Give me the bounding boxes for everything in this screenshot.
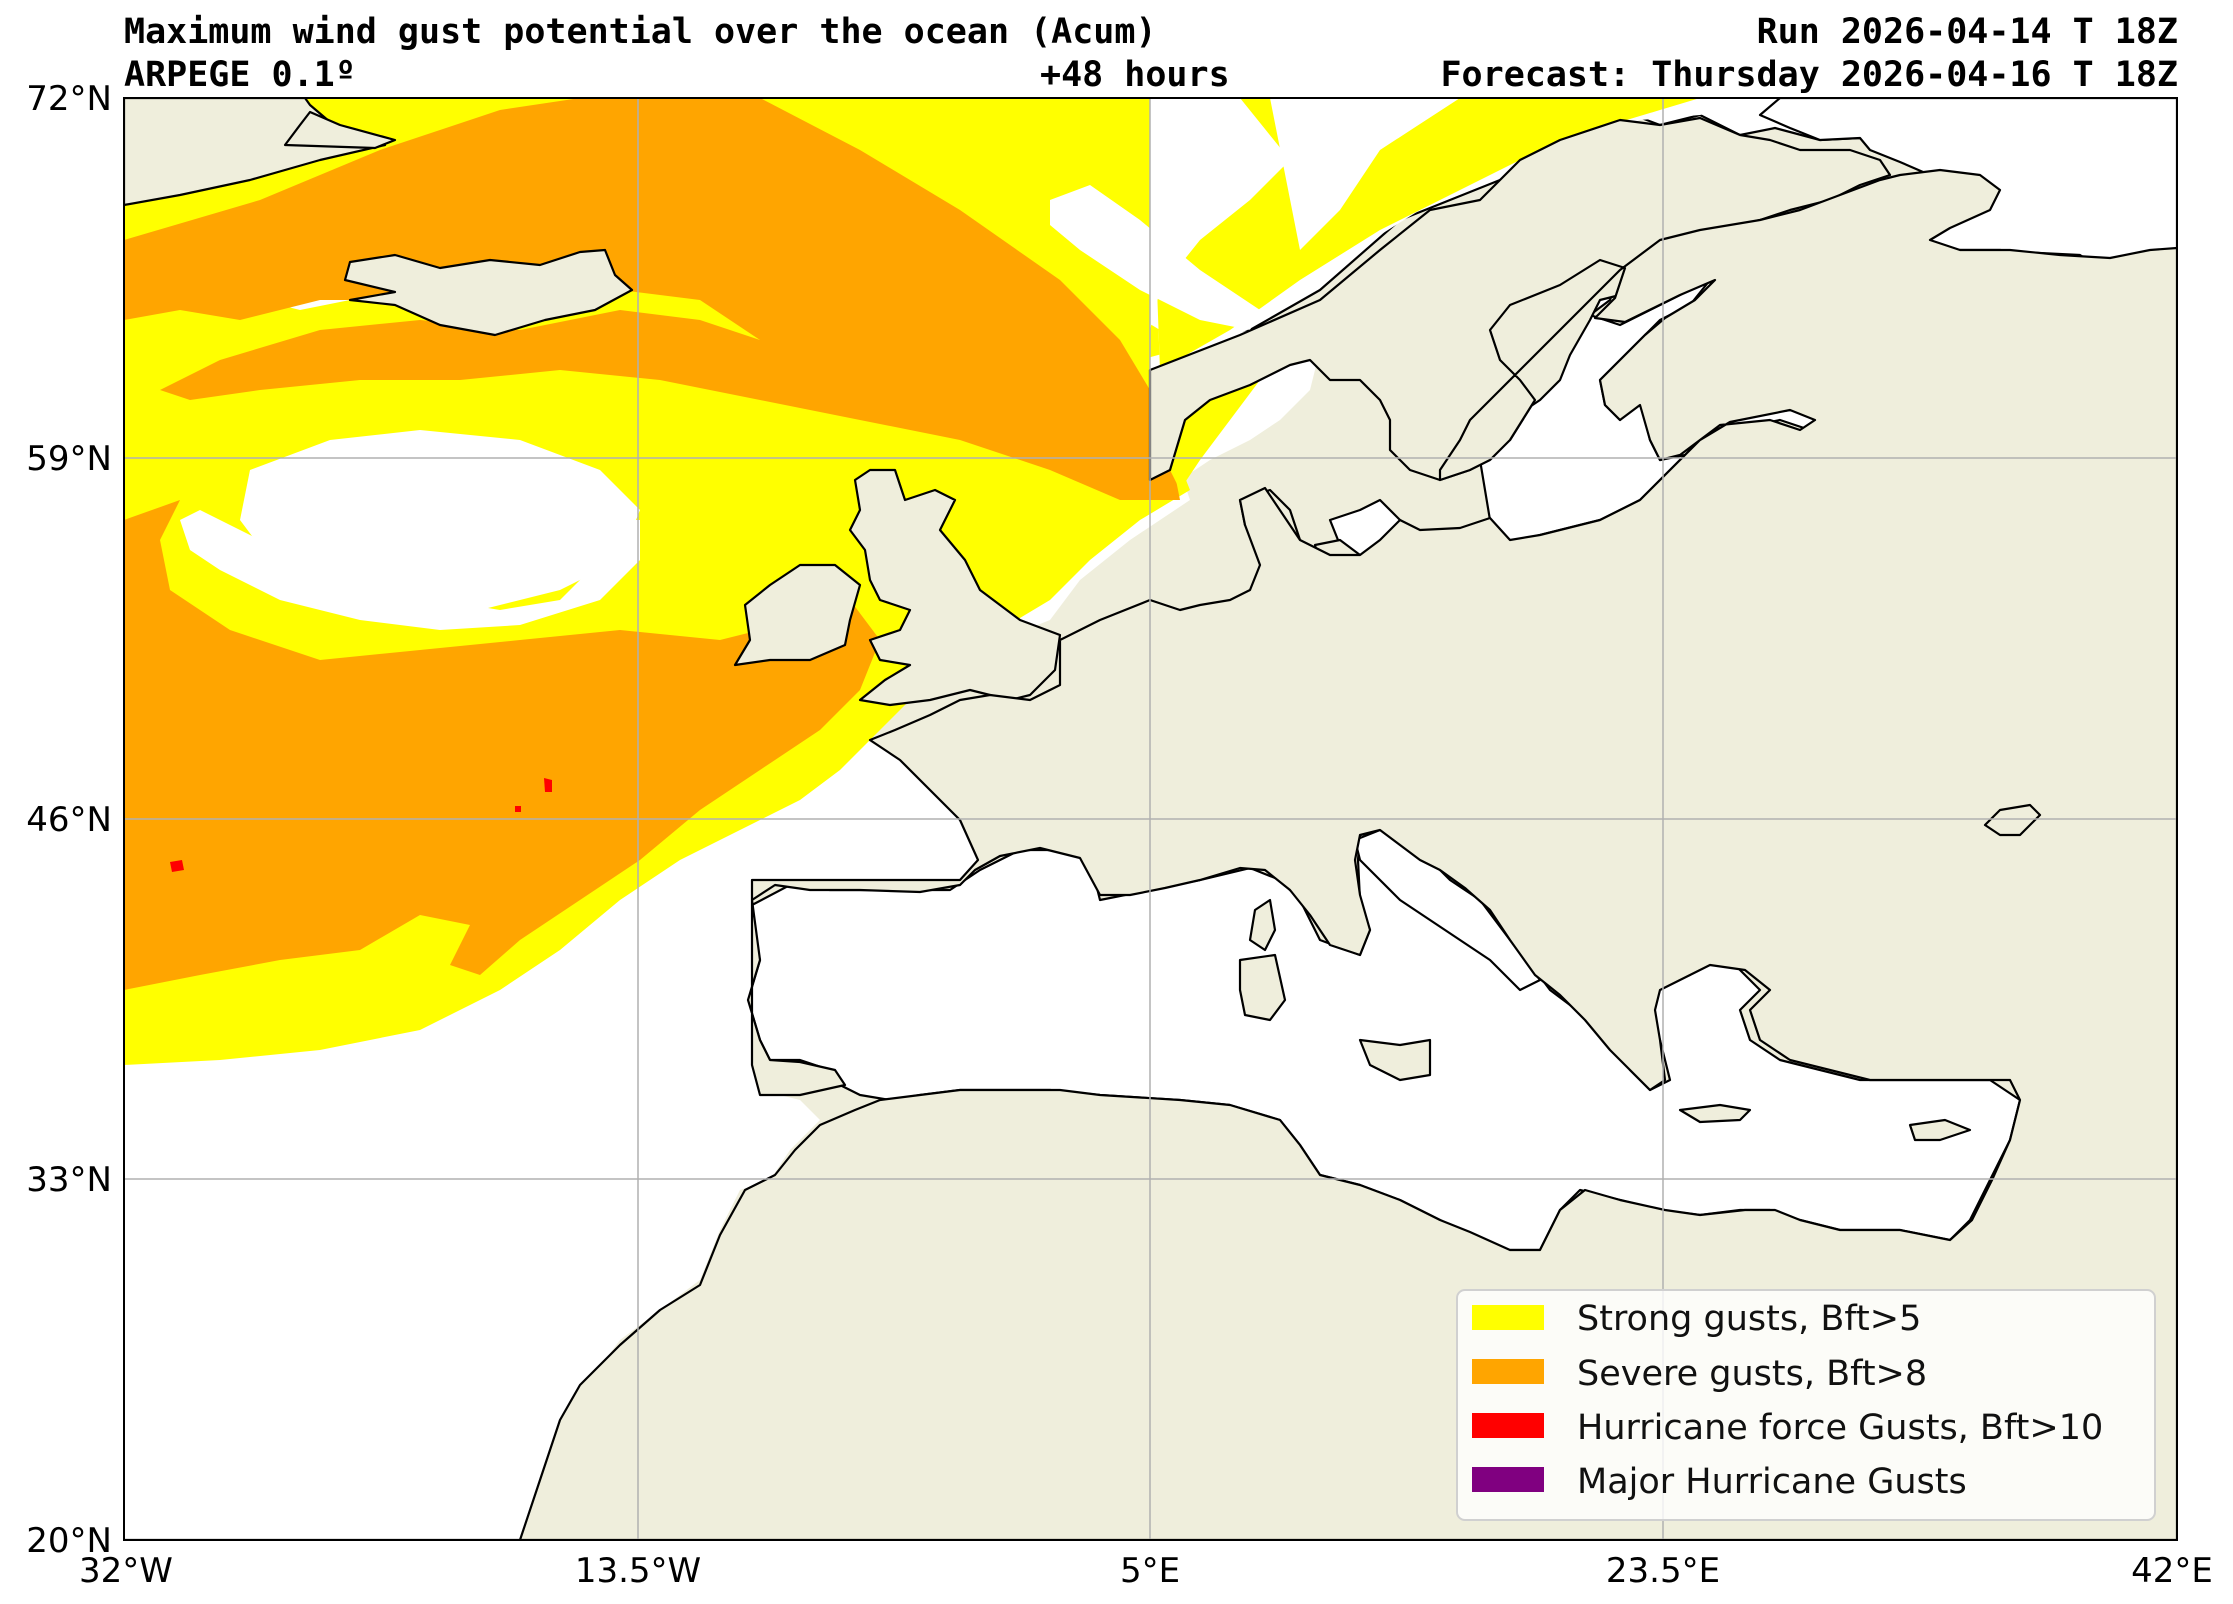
coast-cyprus [1908,1118,1972,1142]
hurricane-gust-spot-overlay-1 [170,860,184,872]
lon-tick-13-5w: 13.5°W [575,1551,701,1591]
lat-tick-72: 72°N [26,79,112,119]
legend-label-major-hurricane: Major Hurricane Gusts [1577,1462,1967,1502]
coast-greenland-spit [283,110,397,150]
coast-great-britain [848,468,1062,707]
lead-time: +48 hours [1040,55,1230,95]
lon-tick-23-5e: 23.5°E [1606,1551,1720,1591]
coast-iceland [343,248,634,337]
legend-swatch-severe [1472,1359,1544,1384]
legend-label-strong: Strong gusts, Bft>5 [1577,1299,1921,1339]
lon-tick-labels: 32°W 13.5°W 5°E 23.5°E 42°E [79,1551,2213,1591]
map-frame [123,97,2178,1541]
forecast-time: Forecast: Thursday 2026-04-16 T 18Z [1440,55,2178,95]
calm-zone-south-bay [180,510,640,630]
coast-sardinia [1238,953,1287,1022]
lon-tick-42e: 42°E [2131,1551,2213,1591]
coast-corsica [1248,898,1277,952]
legend-swatch-strong [1472,1305,1544,1330]
coast-crimea [1983,803,2042,837]
legend-box [1456,1289,2156,1521]
lon-tick-32w: 32°W [79,1551,173,1591]
coast-sicily [1358,1038,1432,1082]
legend-label-hurricane: Hurricane force Gusts, Bft>10 [1577,1408,2103,1448]
lat-tick-33: 33°N [26,1160,112,1200]
map-canvas [124,98,2177,1540]
lat-tick-46: 46°N [26,800,112,840]
lat-tick-20: 20°N [26,1521,112,1561]
calm-zone-norwegian [1150,98,1290,330]
legend-swatch-major-hurricane [1472,1467,1544,1492]
hurricane-gust-spot-overlay-3 [515,806,521,812]
severe-gust-overlay-south [124,500,880,990]
legend: Strong gusts, Bft>5 Severe gusts, Bft>8 … [1456,1289,2156,1521]
map-title: Maximum wind gust potential over the oce… [124,12,1157,52]
severe-gust-overlay-north [124,98,1180,500]
calm-zone-greenland-sea [1270,98,1460,250]
hurricane-gust-spot-overlay-2 [544,778,552,792]
coast-crete [1678,1103,1752,1124]
lat-tick-labels: 72°N 59°N 46°N 33°N 20°N [26,79,112,1561]
lat-tick-59: 59°N [26,439,112,479]
coast-ireland [733,563,862,667]
model-name: ARPEGE 0.1º [124,55,356,95]
calm-zone-jan-mayen [1050,185,1260,330]
legend-swatch-hurricane [1472,1413,1544,1438]
run-time: Run 2026-04-14 T 18Z [1756,12,2178,52]
lon-tick-5e: 5°E [1120,1551,1180,1591]
legend-label-severe: Severe gusts, Bft>8 [1577,1354,1927,1394]
